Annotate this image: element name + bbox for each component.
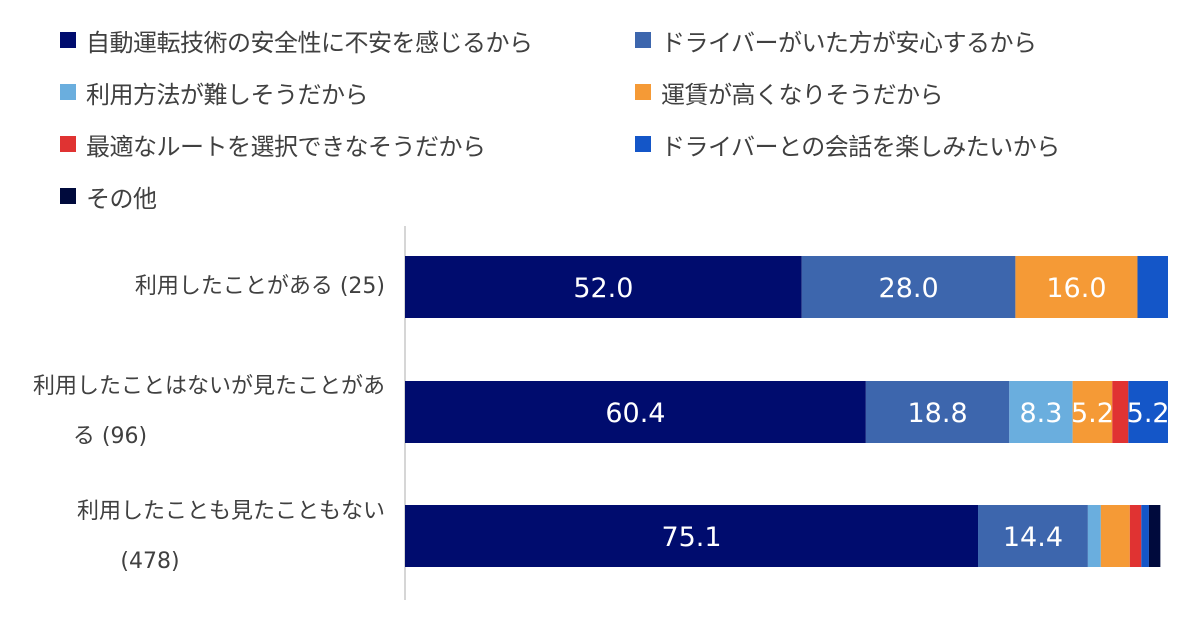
bar-segment [405, 256, 802, 318]
data-label: 14.4 [1003, 522, 1063, 553]
legend-swatch [60, 84, 76, 100]
data-label: 5.2 [1071, 398, 1114, 429]
bar-segment [405, 381, 866, 443]
legend-item: 運賃が高くなりそうだから [635, 72, 944, 112]
legend-label: 利用方法が難しそうだから [86, 80, 369, 109]
bar-segment [1072, 381, 1113, 443]
legend-swatch [635, 84, 651, 100]
legend-item: 利用方法が難しそうだから [60, 72, 369, 112]
row-label-continued: る (96) [72, 424, 148, 449]
legend-item: その他 [60, 176, 157, 216]
data-label: 5.2 [1127, 398, 1170, 429]
data-label: 75.1 [661, 522, 721, 553]
row-label: 利用したことはないが見たことがあ [32, 374, 385, 399]
bar-segment [1015, 256, 1138, 318]
legend-swatch [635, 32, 651, 48]
bar-segment [1009, 381, 1073, 443]
legend-item: ドライバーがいた方が安心するから [635, 20, 1037, 60]
bar-segment [405, 505, 979, 567]
bar-segment [1100, 505, 1130, 567]
legend-swatch [60, 32, 76, 48]
legend-swatch [60, 188, 76, 204]
data-label: 18.8 [908, 398, 968, 429]
bar-segment [865, 381, 1010, 443]
legend-label: 最適なルートを選択できなそうだから [86, 132, 486, 161]
bar-segment [1141, 505, 1149, 567]
data-label: 60.4 [605, 398, 665, 429]
bar-segment [1137, 256, 1168, 318]
legend-label: ドライバーがいた方が安心するから [661, 28, 1037, 57]
legend: 自動運転技術の安全性に不安を感じるから ドライバーがいた方が安心するから利用方法が… [60, 20, 1180, 220]
bar-segment [1148, 505, 1161, 567]
legend-item: 最適なルートを選択できなそうだから [60, 124, 486, 164]
legend-label: その他 [86, 184, 157, 213]
bar-segment [1129, 505, 1142, 567]
bar-segment [978, 505, 1088, 567]
legend-swatch [60, 136, 76, 152]
legend-item: ドライバーとの会話を楽しみたいから [635, 124, 1060, 164]
data-label: 28.0 [879, 273, 939, 304]
data-label: 16.0 [1046, 273, 1106, 304]
bar-segment [1087, 505, 1101, 567]
legend-swatch [635, 136, 651, 152]
legend-label: ドライバーとの会話を楽しみたいから [661, 132, 1060, 161]
legend-label: 自動運転技術の安全性に不安を感じるから [86, 28, 533, 57]
row-label: 利用したことがある (25) [134, 274, 385, 299]
row-label: 利用したことも見たこともない [76, 499, 385, 524]
data-label: 52.0 [573, 273, 633, 304]
legend-label: 運賃が高くなりそうだから [661, 80, 944, 109]
bar-segment [1112, 381, 1129, 443]
row-label-continued: (478) [120, 549, 180, 574]
bar-segment [801, 256, 1016, 318]
legend-item: 自動運転技術の安全性に不安を感じるから [60, 20, 533, 60]
data-label: 8.3 [1019, 398, 1062, 429]
bar-segment [1128, 381, 1168, 443]
